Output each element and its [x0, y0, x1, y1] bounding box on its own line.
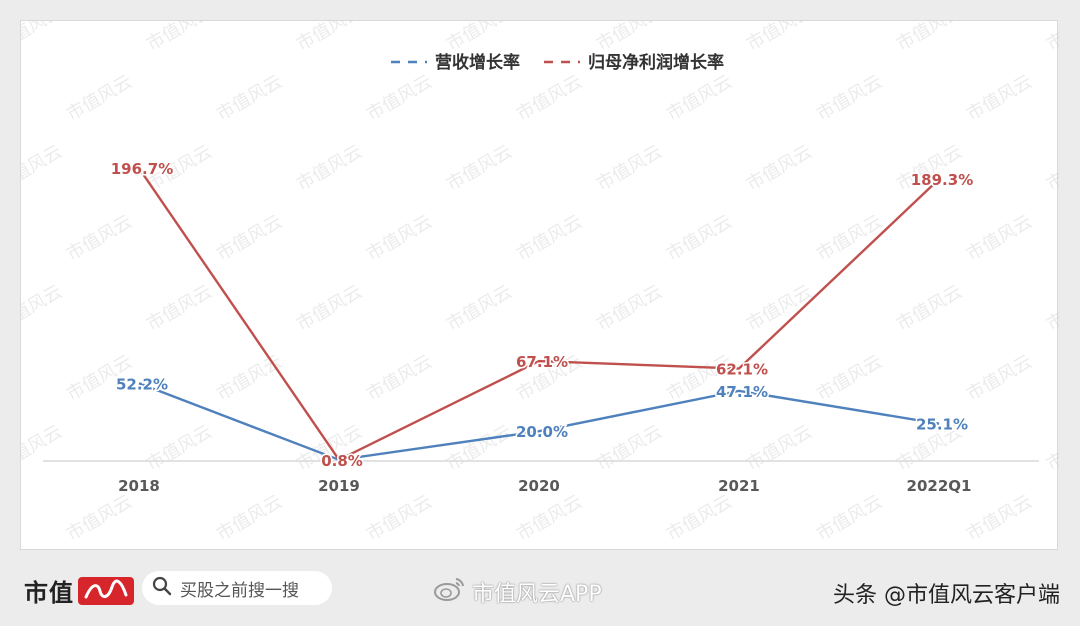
- data-label-0: 52.2%: [116, 375, 168, 393]
- search-icon: [152, 576, 172, 600]
- series-lines: [138, 167, 940, 462]
- watermark-text: 市值风云: [963, 211, 1036, 265]
- data-label-1: 67.1%: [516, 353, 568, 371]
- series-line-1: [138, 167, 940, 462]
- watermark-text: 市值风云: [213, 211, 286, 265]
- search-placeholder: 买股之前搜一搜: [180, 580, 299, 601]
- watermark-text: 市值风云: [513, 211, 586, 265]
- watermark-text: 市值风云: [293, 281, 366, 335]
- watermark-text: 市值风云: [21, 281, 66, 335]
- watermark-text: 市值风云: [893, 21, 966, 55]
- brand-name: 市值: [24, 579, 74, 607]
- data-label-1: 62.1%: [716, 361, 768, 379]
- brand[interactable]: 市值: [24, 573, 134, 608]
- watermark-text: 市值风云: [813, 71, 886, 125]
- watermark-text: 市值风云: [213, 491, 286, 545]
- x-tick-label: 2021: [718, 477, 760, 495]
- watermark-text: 市值风云: [363, 211, 436, 265]
- watermark-text: 市值风云: [213, 71, 286, 125]
- watermark-text: 市值风云: [443, 421, 516, 475]
- search-box[interactable]: 买股之前搜一搜: [142, 571, 332, 605]
- watermark-text: 市值风云: [143, 281, 216, 335]
- watermark-text: 市值风云: [1043, 141, 1059, 195]
- brand-logo-icon: [78, 576, 134, 605]
- watermark-text: 市值风云: [443, 21, 516, 55]
- chart-card: 市值风云 市值风云 市值风云 市值风云 市值风云 市值风云 市值风云 市值风云 市值风云 市值风云…: [20, 20, 1059, 550]
- legend: 营收增长率 归母净利润增长率: [391, 52, 724, 73]
- watermark-text: 市值风云: [21, 21, 66, 55]
- weibo-icon: [432, 575, 466, 609]
- x-tick-label: 2019: [318, 477, 360, 495]
- watermark-text: 市值风云: [893, 281, 966, 335]
- watermark-text: 市值风云: [813, 351, 886, 405]
- watermark-text: 市值风云: [1043, 21, 1059, 55]
- watermark-text: 市值风云: [743, 421, 816, 475]
- weibo-handle: 市值风云APP: [472, 582, 602, 607]
- data-label-0: 0.8%: [321, 452, 363, 470]
- watermark-text: 市值风云: [363, 491, 436, 545]
- watermark-text: 市值风云: [143, 421, 216, 475]
- watermark-text: 市值风云: [1043, 281, 1059, 335]
- watermark-text: 市值风云: [963, 491, 1036, 545]
- watermark-text: 市值风云: [443, 141, 516, 195]
- watermark-text: 市值风云: [743, 21, 816, 55]
- x-tick-label: 2022Q1: [907, 477, 972, 495]
- watermark-text: 市值风云: [63, 71, 136, 125]
- watermark-text: 市值风云: [593, 421, 666, 475]
- legend-label-1: 归母净利润增长率: [588, 52, 724, 73]
- watermark-text: 市值风云: [743, 281, 816, 335]
- watermark-text: 市值风云: [21, 421, 66, 475]
- weibo-watermark: 市值风云APP: [432, 575, 602, 609]
- watermark-text: 市值风云: [743, 141, 816, 195]
- data-label-1: 196.7%: [111, 160, 173, 178]
- data-label-0: 25.1%: [916, 416, 968, 434]
- watermark-text: 市值风云: [363, 351, 436, 405]
- watermark-text: 市值风云: [513, 71, 586, 125]
- data-label-0: 20.0%: [516, 423, 568, 441]
- watermark-text: 市值风云: [963, 71, 1036, 125]
- watermark-text: 市值风云: [293, 21, 366, 55]
- watermark-text: 市值风云: [663, 71, 736, 125]
- watermark-text: 市值风云: [663, 211, 736, 265]
- watermark-text: 市值风云: [363, 71, 436, 125]
- data-label-1: 189.3%: [911, 171, 973, 189]
- watermark-text: 市值风云: [963, 351, 1036, 405]
- watermark-text: 市值风云: [593, 21, 666, 55]
- x-tick-label: 2020: [518, 477, 560, 495]
- watermark-text: 市值风云: [63, 491, 136, 545]
- data-label-0: 47.1%: [716, 383, 768, 401]
- watermark-text: 市值风云: [443, 281, 516, 335]
- watermark-text: 市值风云: [63, 211, 136, 265]
- x-axis-ticks: 2018 2019 2020 2021 2022Q1: [118, 477, 971, 495]
- legend-label-0: 营收增长率: [435, 52, 520, 73]
- watermark-text: 市值风云: [21, 141, 66, 195]
- data-labels: 52.2%0.8%20.0%47.1%25.1%196.7%0.8%67.1% 6…: [109, 159, 974, 472]
- watermark-text: 市值风云: [293, 141, 366, 195]
- watermark-text: 市值风云: [663, 491, 736, 545]
- watermark-text: 市值风云: [593, 141, 666, 195]
- source-credit: 头条 @市值风云客户端: [833, 583, 1060, 608]
- watermark-text: 市值风云: [1043, 421, 1059, 475]
- data-label-1: 0.8%: [321, 452, 363, 470]
- footer-bar: 市值 买股之前搜一搜 市值风云APP 头条 @市值风云客户端: [0, 555, 1080, 626]
- watermark-text: 市值风云: [593, 281, 666, 335]
- x-tick-label: 2018: [118, 477, 160, 495]
- watermark-text: 市值风云: [143, 21, 216, 55]
- watermark-text: 市值风云: [513, 491, 586, 545]
- watermark-text: 市值风云: [213, 351, 286, 405]
- watermark-text: 市值风云: [813, 491, 886, 545]
